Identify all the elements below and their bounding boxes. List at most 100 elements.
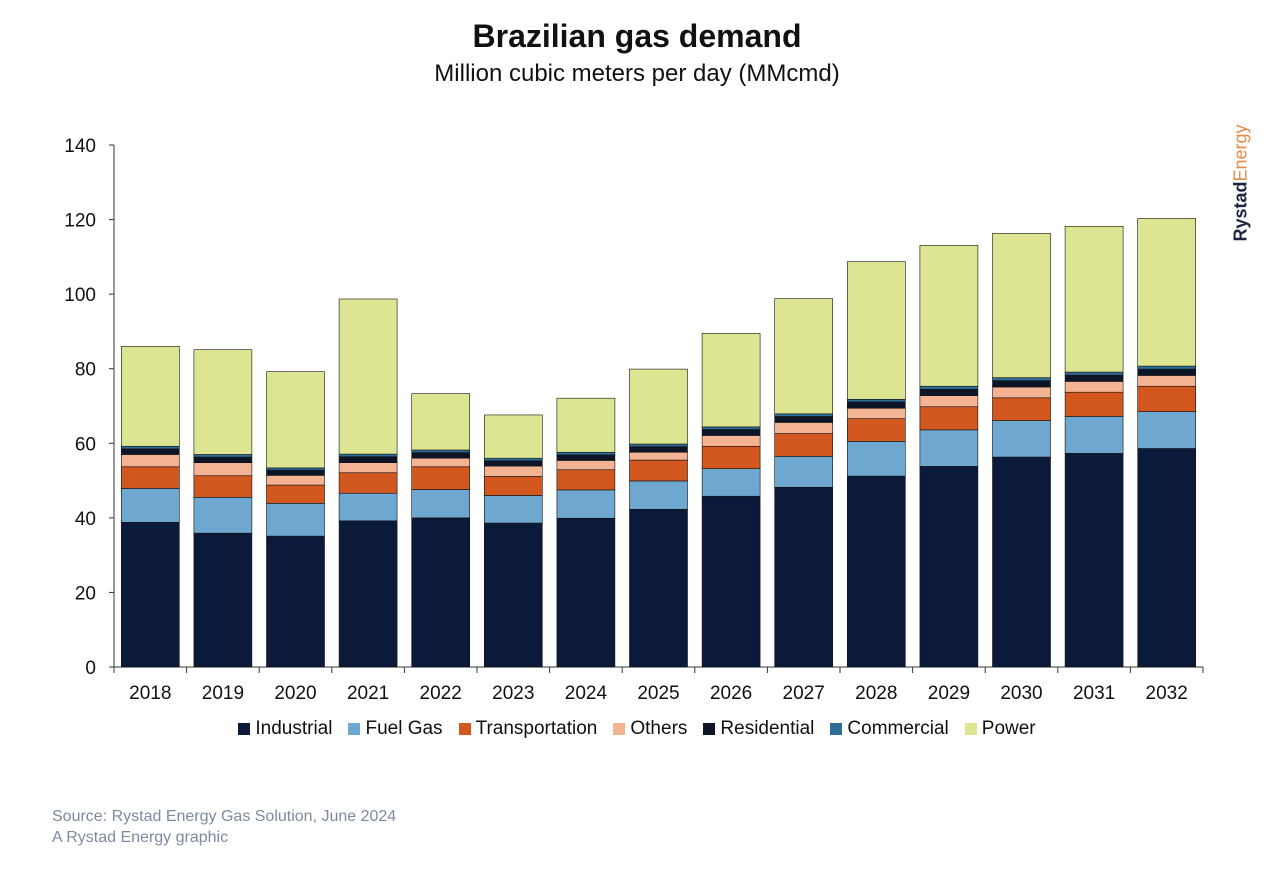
bar-segment-commercial: [556, 451, 616, 456]
bar-segment-fuel-gas: [483, 495, 543, 524]
bar-segment-industrial: [411, 517, 471, 668]
bar-segment-power: [338, 298, 398, 455]
bar-segment-fuel-gas: [774, 456, 834, 488]
source-line: Source: Rystad Energy Gas Solution, June…: [52, 808, 397, 825]
bar-segment-industrial: [1137, 448, 1196, 668]
bar-segment-residential: [701, 429, 761, 436]
y-tick-label: 20: [75, 583, 96, 604]
x-tick-label: 2028: [855, 683, 897, 704]
x-axis: 2018 2019 2020 2021 2022 2023 2024 2025 2026 2027…: [113, 666, 1204, 704]
x-tick-label: 2023: [492, 683, 534, 704]
legend-swatch: [703, 723, 716, 735]
bar-segment-residential: [193, 456, 253, 463]
bar-segment-transportation: [629, 459, 688, 482]
bar-segment-power: [701, 332, 761, 428]
bar-segment-commercial: [846, 398, 906, 403]
bar-segment-commercial: [193, 454, 253, 458]
bar-segment-residential: [121, 448, 180, 455]
bar-segment-commercial: [1137, 365, 1196, 370]
bar-segment-industrial: [266, 535, 325, 668]
bar-segment-residential: [774, 416, 834, 423]
brand-name-part1: Rystad: [1230, 181, 1251, 242]
x-tick-label: 2025: [637, 683, 679, 704]
bar-segment-transportation: [919, 406, 979, 431]
legend-item: Commercial: [830, 718, 949, 740]
bar-segment-power: [846, 261, 906, 400]
bar-segment-industrial: [483, 522, 543, 668]
legend-label: Transportation: [475, 718, 598, 739]
x-tick-label: 2024: [565, 683, 608, 704]
bar-segment-commercial: [774, 413, 834, 417]
bar-segment-commercial: [1064, 371, 1124, 376]
legend-label: Others: [630, 718, 688, 739]
legend-label: Residential: [720, 718, 815, 739]
bar-segment-fuel-gas: [701, 468, 761, 497]
bar-segment-others: [193, 462, 253, 477]
legend-label: Industrial: [255, 718, 333, 739]
legend-swatch: [613, 723, 626, 735]
brand-name-part2: Energy: [1230, 124, 1251, 182]
bar-segment-commercial: [338, 453, 398, 458]
bar-segment-power: [774, 298, 834, 415]
bar-segment-fuel-gas: [629, 480, 688, 510]
bar-segment-residential: [556, 454, 616, 461]
bar-segment-industrial: [121, 522, 180, 668]
legend: Industrial Fuel Gas Transportation Others Re…: [0, 718, 1274, 740]
y-tick-label: 80: [75, 360, 96, 381]
bar-segment-transportation: [1137, 385, 1196, 412]
bar-segment-residential: [919, 388, 979, 396]
x-tick-label: 2032: [1146, 683, 1188, 704]
x-tick-label: 2018: [129, 683, 171, 704]
bar-segment-commercial: [701, 426, 761, 430]
bar-segment-transportation: [701, 445, 761, 469]
bar-segment-power: [121, 346, 180, 447]
y-tick-label: 100: [64, 285, 96, 306]
bar-segment-others: [266, 475, 325, 486]
x-tick-label: 2027: [783, 683, 825, 704]
bar-segment-industrial: [629, 508, 688, 668]
bar-segment-fuel-gas: [411, 489, 471, 519]
bar-segment-fuel-gas: [338, 492, 398, 522]
bar-segment-fuel-gas: [1064, 416, 1124, 454]
legend-label: Fuel Gas: [365, 718, 443, 739]
bar-segment-commercial: [411, 449, 471, 453]
bars: [121, 218, 1196, 668]
bar-segment-industrial: [701, 495, 761, 668]
brand-logo: RystadEnergy: [1230, 118, 1252, 248]
bar-segment-power: [1137, 218, 1196, 367]
bar-segment-transportation: [266, 484, 325, 504]
bar-segment-commercial: [629, 443, 688, 447]
bar-segment-industrial: [193, 532, 253, 668]
bar-segment-industrial: [774, 486, 834, 668]
bar-segment-power: [411, 393, 471, 451]
bar-segment-residential: [411, 452, 471, 459]
y-axis: 0 20 40 60 80 100 120 140: [64, 136, 115, 679]
bar-segment-industrial: [992, 456, 1051, 668]
bar-segment-others: [774, 422, 834, 434]
bar-segment-fuel-gas: [1137, 411, 1196, 449]
bar-segment-others: [992, 386, 1051, 399]
bar-segment-fuel-gas: [992, 420, 1051, 458]
bar-segment-industrial: [919, 466, 979, 668]
y-tick-label: 0: [85, 658, 96, 679]
bar-segment-others: [846, 407, 906, 419]
bar-segment-power: [919, 244, 979, 387]
x-tick-label: 2020: [274, 683, 316, 704]
bar-segment-others: [1064, 381, 1124, 393]
bar-segment-transportation: [121, 466, 180, 489]
bar-segment-transportation: [1064, 391, 1124, 417]
bar-segment-fuel-gas: [556, 489, 616, 519]
x-tick-label: 2022: [420, 683, 462, 704]
legend-swatch: [348, 723, 361, 735]
x-tick-label: 2019: [202, 683, 244, 704]
bar-segment-commercial: [919, 385, 979, 390]
x-tick-label: 2026: [710, 683, 752, 704]
bar-segment-fuel-gas: [846, 441, 906, 477]
legend-item: Fuel Gas: [348, 718, 443, 740]
bar-segment-others: [1137, 375, 1196, 387]
bar-segment-others: [121, 454, 180, 468]
bar-segment-others: [338, 462, 398, 474]
chart-subtitle: Million cubic meters per day (MMcmd): [434, 60, 840, 87]
credit-line: A Rystad Energy graphic: [52, 829, 229, 846]
